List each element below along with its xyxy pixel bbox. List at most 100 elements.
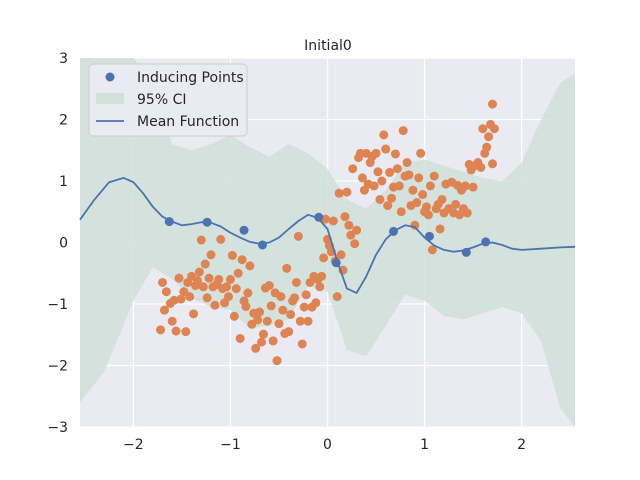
data-point xyxy=(174,273,184,283)
data-point xyxy=(317,271,327,281)
data-point xyxy=(315,282,325,292)
data-point xyxy=(377,176,387,186)
data-point xyxy=(251,343,261,353)
data-point xyxy=(216,234,226,244)
inducing-point xyxy=(164,217,174,227)
inducing-point xyxy=(202,217,212,227)
inducing-point xyxy=(331,258,341,268)
data-point xyxy=(229,311,239,321)
data-point xyxy=(227,250,237,260)
legend: Inducing Points 95% CI Mean Function xyxy=(88,63,248,137)
data-point xyxy=(303,316,313,326)
data-point xyxy=(476,162,486,172)
data-point xyxy=(185,292,195,302)
legend-inducing-label: Inducing Points xyxy=(137,70,244,86)
data-point xyxy=(489,124,499,134)
data-point xyxy=(200,259,210,269)
inducing-point xyxy=(424,231,434,241)
data-point xyxy=(194,267,204,277)
data-point xyxy=(340,212,350,222)
y-tick-label: 1 xyxy=(59,174,68,190)
x-tick-label: 1 xyxy=(420,437,429,453)
data-point xyxy=(243,288,253,298)
data-point xyxy=(462,208,472,218)
data-point xyxy=(336,250,346,260)
data-point xyxy=(410,220,420,230)
data-point xyxy=(224,292,233,302)
data-point xyxy=(311,298,321,308)
data-point xyxy=(299,302,309,312)
inducing-point xyxy=(314,212,324,222)
data-point xyxy=(437,194,447,204)
data-point xyxy=(169,295,179,305)
data-point xyxy=(257,337,266,347)
inducing-point xyxy=(461,247,471,257)
chart-title: Initial0 xyxy=(304,38,352,54)
data-point xyxy=(276,292,286,302)
data-point xyxy=(245,261,255,271)
data-point xyxy=(266,301,276,311)
data-point xyxy=(334,188,344,198)
data-point xyxy=(167,316,177,326)
data-point xyxy=(468,182,478,192)
data-point xyxy=(293,231,303,241)
data-point xyxy=(383,201,393,211)
inducing-point xyxy=(257,240,267,250)
data-point xyxy=(357,173,367,183)
data-point xyxy=(404,170,414,180)
data-point xyxy=(235,333,245,343)
data-point xyxy=(297,339,307,349)
data-point xyxy=(396,207,406,217)
data-point xyxy=(414,173,424,183)
data-point xyxy=(402,158,412,168)
data-point xyxy=(350,239,360,249)
data-point xyxy=(352,225,362,235)
legend-inducing-marker xyxy=(105,72,115,82)
data-point xyxy=(156,325,166,335)
data-point xyxy=(176,294,186,304)
data-point xyxy=(295,316,305,326)
y-tick-label: 3 xyxy=(59,51,68,67)
data-point xyxy=(398,126,408,136)
data-point xyxy=(161,287,171,297)
data-point xyxy=(284,327,294,337)
data-point xyxy=(412,198,422,208)
data-point xyxy=(274,319,284,329)
data-point xyxy=(171,326,181,336)
data-point xyxy=(225,274,235,284)
data-point xyxy=(222,282,232,292)
data-point xyxy=(198,282,208,292)
data-point xyxy=(204,273,214,283)
data-point xyxy=(371,148,381,158)
data-point xyxy=(286,309,296,319)
data-point xyxy=(429,171,439,181)
data-point xyxy=(484,132,494,142)
data-point xyxy=(342,187,352,197)
data-point xyxy=(264,281,274,291)
data-point xyxy=(214,274,224,284)
data-point xyxy=(488,159,497,169)
data-point xyxy=(301,290,311,300)
data-point xyxy=(390,149,400,159)
data-point xyxy=(291,277,301,287)
data-point xyxy=(262,316,272,326)
data-point xyxy=(427,245,437,255)
data-point xyxy=(418,190,428,200)
data-point xyxy=(192,276,202,286)
data-point xyxy=(373,167,383,177)
inducing-points xyxy=(164,212,491,268)
data-point xyxy=(231,284,241,294)
legend-box xyxy=(88,63,248,137)
y-tick-label: 2 xyxy=(59,113,68,129)
data-point xyxy=(278,305,288,315)
data-point xyxy=(282,263,292,273)
data-point xyxy=(206,250,216,260)
data-point xyxy=(241,301,251,311)
data-point xyxy=(408,185,418,195)
legend-mean-label: Mean Function xyxy=(137,114,239,130)
x-axis-ticks: −2 −1 0 1 2 xyxy=(123,437,526,453)
legend-ci-label: 95% CI xyxy=(137,92,186,108)
data-point xyxy=(181,327,191,337)
data-point xyxy=(202,293,212,303)
